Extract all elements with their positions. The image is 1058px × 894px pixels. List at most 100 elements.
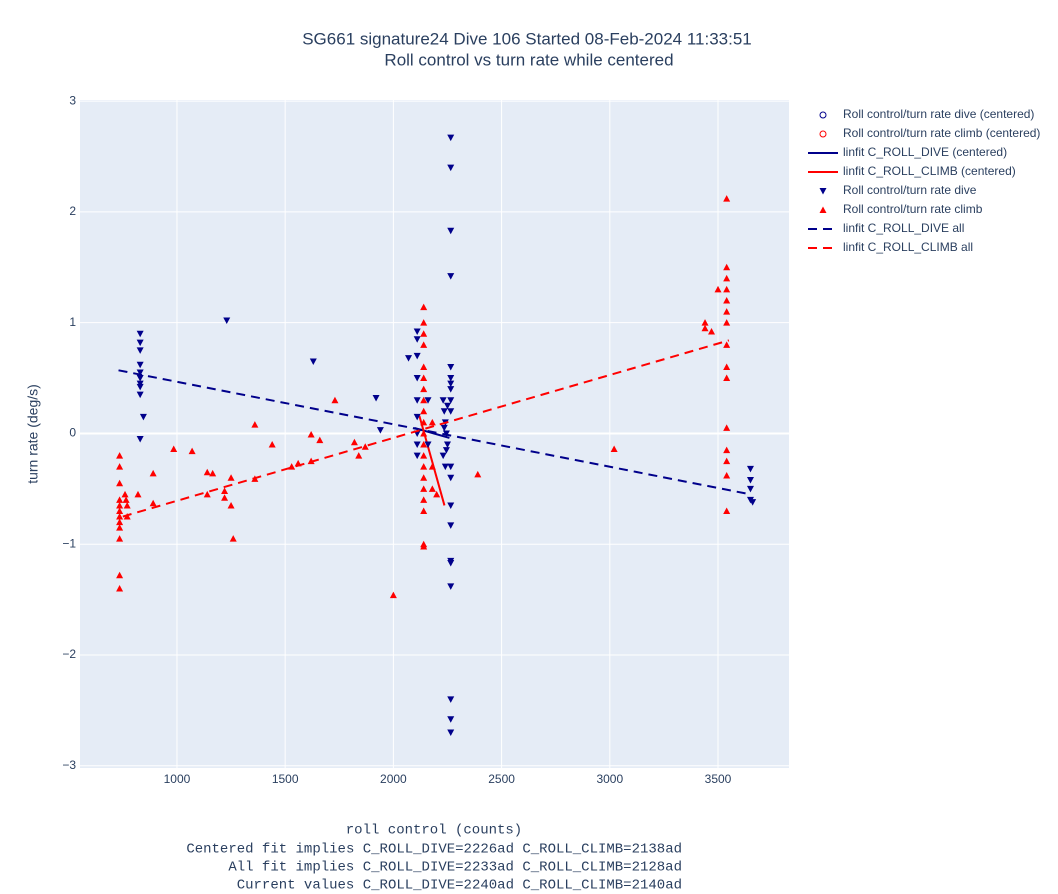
y-tick-label: 3	[69, 93, 76, 107]
point	[420, 374, 428, 382]
point	[227, 474, 235, 481]
point	[723, 363, 731, 370]
point	[116, 501, 124, 509]
point	[420, 429, 428, 437]
point	[420, 441, 428, 448]
point	[447, 227, 455, 235]
point	[203, 490, 211, 498]
point	[116, 507, 124, 514]
point	[123, 501, 131, 509]
point	[116, 513, 124, 520]
point	[420, 474, 428, 481]
point	[251, 421, 259, 428]
point	[413, 441, 421, 449]
point	[136, 383, 144, 391]
point	[420, 542, 428, 550]
point	[227, 501, 235, 509]
point	[447, 380, 455, 388]
point	[136, 375, 144, 382]
annotation: Centered fit implies C_ROLL_DIVE=2226ad …	[186, 842, 682, 858]
point	[350, 438, 358, 446]
legend-symbol	[819, 130, 827, 138]
point	[443, 441, 451, 449]
point	[136, 435, 144, 443]
point	[447, 397, 455, 404]
point	[420, 407, 428, 415]
legend-label: Roll control/turn rate climb (centered)	[843, 126, 1040, 140]
point	[116, 585, 124, 592]
point	[316, 436, 324, 444]
legend-symbol	[819, 206, 827, 213]
point	[116, 452, 124, 459]
point	[440, 424, 448, 432]
point	[749, 499, 757, 506]
point	[723, 424, 731, 431]
point	[309, 358, 317, 365]
point	[221, 487, 229, 495]
point	[136, 369, 144, 377]
x-tick-label: 2500	[488, 772, 515, 786]
legend-label: Roll control/turn rate dive (centered)	[843, 107, 1034, 121]
point	[149, 499, 157, 507]
point	[439, 452, 447, 460]
point	[134, 490, 142, 498]
point	[413, 375, 421, 382]
point	[714, 285, 722, 293]
point	[116, 571, 124, 579]
point	[116, 535, 124, 542]
point	[413, 413, 421, 421]
point	[372, 394, 380, 402]
point	[268, 441, 276, 448]
point	[116, 479, 124, 487]
point	[610, 445, 618, 452]
point	[136, 361, 144, 369]
point	[447, 502, 455, 509]
point	[723, 457, 731, 465]
point	[420, 330, 428, 337]
point	[136, 391, 144, 399]
y-axis-title: turn rate (deg/s)	[25, 384, 41, 484]
point	[723, 446, 731, 454]
point	[420, 303, 428, 311]
point	[149, 469, 157, 477]
point	[723, 319, 731, 326]
point	[136, 330, 144, 338]
point	[424, 397, 432, 404]
point	[420, 485, 428, 492]
point	[447, 408, 455, 415]
point	[447, 474, 455, 482]
point	[447, 134, 455, 142]
point	[121, 490, 129, 498]
point	[746, 485, 754, 493]
point	[723, 308, 731, 315]
point	[139, 413, 147, 421]
point	[723, 297, 731, 304]
point	[424, 441, 432, 449]
point	[474, 470, 482, 478]
point	[440, 408, 448, 415]
point	[413, 452, 421, 460]
x-tick-label: 2000	[380, 772, 407, 786]
point	[447, 386, 455, 393]
x-tick-label: 3000	[596, 772, 623, 786]
point	[413, 352, 421, 360]
point	[203, 468, 211, 476]
point	[447, 716, 455, 723]
point	[723, 285, 731, 293]
point	[708, 328, 716, 335]
point	[116, 524, 124, 531]
point	[420, 507, 428, 514]
legend-symbol	[819, 188, 827, 195]
y-tick-label: 1	[69, 315, 76, 329]
x-tick-label: 3500	[705, 772, 732, 786]
legend-label: linfit C_ROLL_DIVE all	[843, 221, 964, 235]
y-tick-label: −1	[62, 536, 76, 550]
x-tick-label: 1500	[272, 772, 299, 786]
point	[723, 195, 731, 202]
legend-label: Roll control/turn rate dive	[843, 183, 977, 197]
point	[701, 319, 709, 326]
point	[447, 363, 455, 371]
point	[723, 341, 731, 348]
point	[420, 319, 428, 326]
